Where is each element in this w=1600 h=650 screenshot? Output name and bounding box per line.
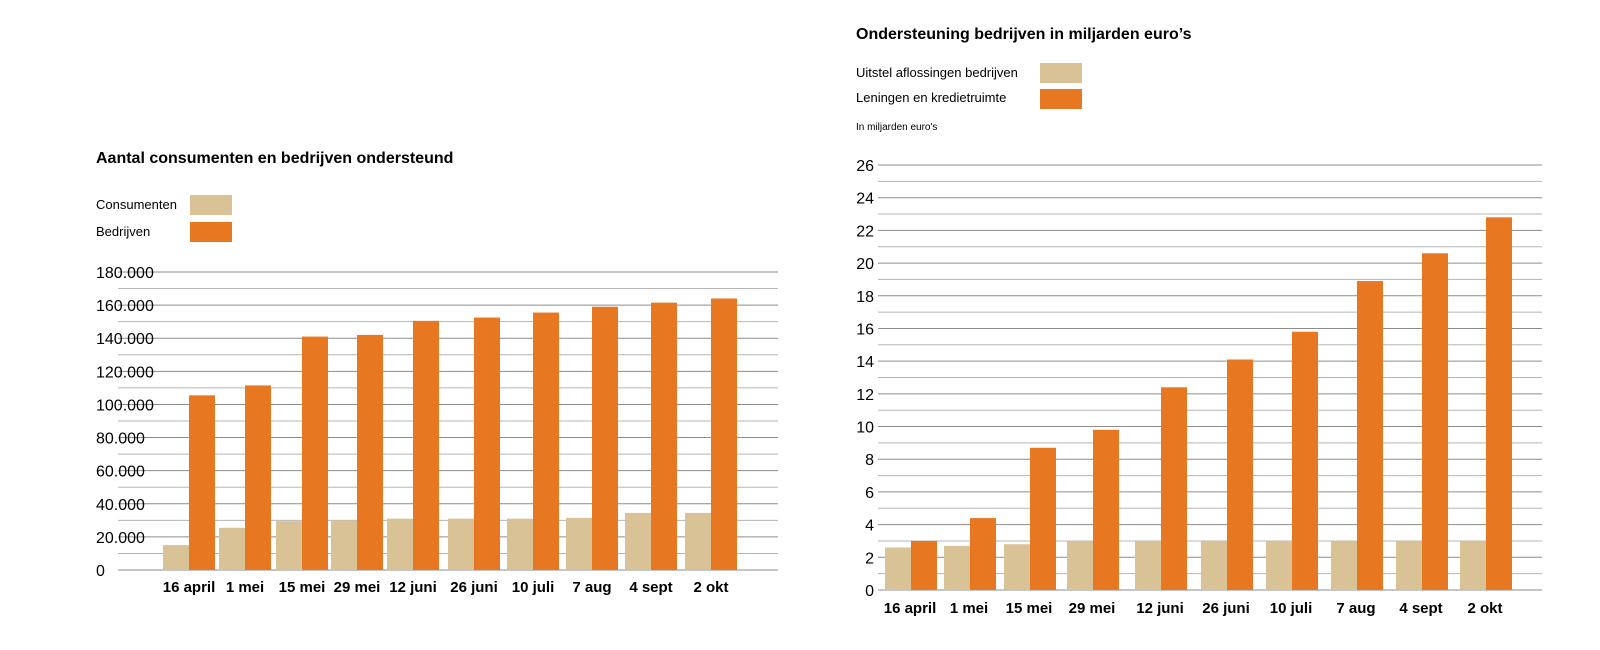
right-bar-uitstel <box>1067 540 1093 590</box>
left-xtick-label: 1 mei <box>226 579 264 596</box>
right-ytick-label: 4 <box>865 518 874 535</box>
left-bar-bedrijven <box>357 334 383 570</box>
left-chart-title: Aantal consumenten en bedrijven onderste… <box>96 150 454 167</box>
left-bar-bedrijven <box>533 312 559 570</box>
right-xtick-label: 16 april <box>884 600 937 617</box>
left-xtick-label: 4 sept <box>629 579 672 596</box>
left-bar-bedrijven <box>711 298 737 570</box>
left-bar-consumenten <box>276 521 302 570</box>
right-bar-uitstel <box>1201 540 1227 590</box>
left-xtick-label: 2 okt <box>693 579 728 596</box>
right-ytick-label: 14 <box>856 354 874 371</box>
right-ytick-label: 0 <box>865 583 874 600</box>
right-bar-uitstel <box>1331 540 1357 590</box>
right-bar-leningen <box>1161 387 1187 590</box>
right-bar-leningen <box>1227 359 1253 590</box>
left-legend-label-consumers: Consumenten <box>96 197 177 212</box>
right-unit-note: In miljarden euro's <box>856 122 938 133</box>
right-bar-uitstel <box>1266 540 1292 590</box>
right-bar-leningen <box>1357 281 1383 590</box>
right-xtick-label: 7 aug <box>1336 600 1375 617</box>
right-ytick-label: 26 <box>856 158 874 175</box>
left-ytick-label: 160.000 <box>96 298 154 315</box>
right-ytick-label: 18 <box>856 289 874 306</box>
right-xtick-label: 29 mei <box>1069 600 1116 617</box>
left-xtick-label: 16 april <box>163 579 216 596</box>
left-xtick-label: 29 mei <box>334 579 381 596</box>
left-bar-consumenten <box>219 527 245 570</box>
right-xtick-label: 1 mei <box>950 600 988 617</box>
left-ytick-label: 100.000 <box>96 397 154 414</box>
left-xtick-label: 7 aug <box>572 579 611 596</box>
right-bar-uitstel <box>1460 540 1486 590</box>
left-xtick-label: 26 juni <box>450 579 498 596</box>
left-bar-bedrijven <box>413 320 439 570</box>
left-ytick-label: 60.000 <box>96 464 145 481</box>
left-legend-swatch-consumers <box>190 195 232 215</box>
right-ytick-label: 2 <box>865 550 874 567</box>
right-ytick-label: 12 <box>856 387 874 404</box>
right-bar-uitstel <box>885 547 911 590</box>
right-bar-leningen <box>1422 253 1448 590</box>
left-bar-consumenten <box>625 512 651 570</box>
right-xtick-label: 26 juni <box>1202 600 1250 617</box>
left-bar-consumenten <box>507 518 533 570</box>
left-xtick-label: 12 juni <box>389 579 437 596</box>
right-legend-swatch-loans <box>1040 89 1082 109</box>
left-bar-bedrijven <box>302 336 328 570</box>
left-legend-swatch-companies <box>190 222 232 242</box>
right-ytick-label: 8 <box>865 452 874 469</box>
right-ytick-label: 22 <box>856 223 874 240</box>
right-bar-leningen <box>1030 447 1056 590</box>
left-bar-consumenten <box>163 545 189 570</box>
right-bar-leningen <box>970 518 996 590</box>
left-ytick-label: 140.000 <box>96 331 154 348</box>
left-bar-bedrijven <box>651 302 677 570</box>
left-bar-consumenten <box>331 520 357 570</box>
left-xtick-label: 15 mei <box>279 579 326 596</box>
right-bar-uitstel <box>944 545 970 590</box>
right-ytick-label: 16 <box>856 321 874 338</box>
left-ytick-label: 0 <box>96 563 105 580</box>
left-ytick-label: 120.000 <box>96 364 154 381</box>
right-bar-leningen <box>1486 217 1512 591</box>
right-ytick-label: 20 <box>856 256 874 273</box>
right-bar-leningen <box>1292 331 1318 590</box>
left-bar-bedrijven <box>189 395 215 570</box>
right-chart-title: Ondersteuning bedrijven in miljarden eur… <box>856 26 1192 43</box>
right-bar-leningen <box>1093 429 1119 590</box>
right-legend-swatch-deferral <box>1040 63 1082 83</box>
right-xtick-label: 12 juni <box>1136 600 1184 617</box>
right-bar-uitstel <box>1004 544 1030 590</box>
left-legend-label-companies: Bedrijven <box>96 224 151 239</box>
right-xtick-label: 4 sept <box>1399 600 1442 617</box>
right-bar-uitstel <box>1396 540 1422 590</box>
left-bar-consumenten <box>566 517 592 570</box>
left-plot-area: 0 20.000 40.000 60.000 80.000 100.000 120.000 1… <box>96 265 778 596</box>
left-bar-consumenten <box>685 512 711 570</box>
left-ytick-label: 40.000 <box>96 497 145 514</box>
right-ytick-label: 24 <box>856 191 874 208</box>
left-bar-bedrijven <box>592 306 618 570</box>
right-xtick-label: 2 okt <box>1467 600 1502 617</box>
right-ytick-label: 10 <box>856 420 874 437</box>
left-bar-bedrijven <box>245 385 271 570</box>
left-ytick-label: 80.000 <box>96 431 145 448</box>
right-xtick-label: 15 mei <box>1006 600 1053 617</box>
left-bar-consumenten <box>387 518 413 570</box>
right-ytick-label: 6 <box>865 485 874 502</box>
right-xtick-label: 10 juli <box>1270 600 1313 617</box>
left-ytick-label: 20.000 <box>96 530 145 547</box>
left-xtick-label: 10 juli <box>512 579 555 596</box>
left-ytick-label: 180.000 <box>96 265 154 282</box>
right-legend-label-deferral: Uitstel aflossingen bedrijven <box>856 65 1018 80</box>
right-bar-leningen <box>911 540 937 590</box>
left-bar-bedrijven <box>474 317 500 570</box>
right-legend-label-loans: Leningen en kredietruimte <box>856 90 1007 105</box>
right-bar-uitstel <box>1135 540 1161 590</box>
left-bar-consumenten <box>448 518 474 570</box>
